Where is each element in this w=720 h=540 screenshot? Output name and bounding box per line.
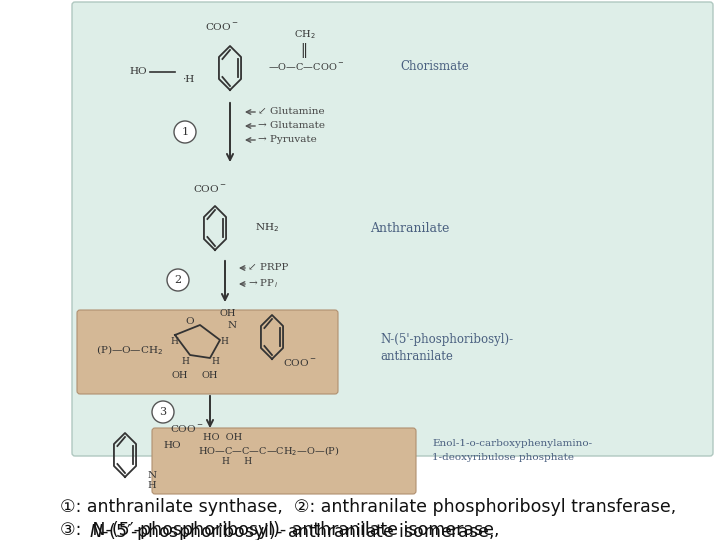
Text: Anthranilate: Anthranilate <box>370 221 449 234</box>
Text: OH: OH <box>172 370 188 380</box>
Text: HO  OH: HO OH <box>203 434 242 442</box>
Text: ③:  N-(5′-phosphoribosyl)- anthranilate isomerase,: ③: N-(5′-phosphoribosyl)- anthranilate i… <box>60 521 500 539</box>
Text: anthranilate: anthranilate <box>380 349 453 362</box>
Text: N-(5'-phosphoribosyl)-: N-(5'-phosphoribosyl)- <box>380 334 513 347</box>
Text: N: N <box>148 470 156 480</box>
Text: ①: anthranilate synthase,  ②: anthranilate phosphoribosyl transferase,: ①: anthranilate synthase, ②: anthranilat… <box>60 498 676 516</box>
Text: HO—C—C—C—CH$_2$—O—(P): HO—C—C—C—CH$_2$—O—(P) <box>198 444 340 458</box>
Text: N: N <box>228 321 237 329</box>
Circle shape <box>152 401 174 423</box>
Circle shape <box>174 121 196 143</box>
Text: —O—C—COO$^-$: —O—C—COO$^-$ <box>268 60 345 71</box>
Text: ·H: ·H <box>182 76 194 84</box>
Text: ‖: ‖ <box>300 44 307 58</box>
Text: H: H <box>211 357 219 367</box>
Text: Enol-1-o-carboxyphenylamino-: Enol-1-o-carboxyphenylamino- <box>432 440 592 449</box>
Text: $\it{N}$-(5′-phosphoribosyl)- anthranilate isomerase,: $\it{N}$-(5′-phosphoribosyl)- anthranila… <box>89 521 494 540</box>
Text: ↙ PRPP: ↙ PRPP <box>248 264 289 273</box>
Text: CH$_2$: CH$_2$ <box>294 29 316 42</box>
Text: → PP$_i$: → PP$_i$ <box>248 278 278 291</box>
Circle shape <box>167 269 189 291</box>
Text: O: O <box>186 318 194 327</box>
Text: 2: 2 <box>174 275 181 285</box>
Text: Chorismate: Chorismate <box>400 59 469 72</box>
FancyBboxPatch shape <box>72 2 713 456</box>
Text: H: H <box>220 338 228 347</box>
Text: HO: HO <box>130 68 147 77</box>
Text: COO$^-$: COO$^-$ <box>283 356 317 368</box>
Text: 3: 3 <box>159 407 166 417</box>
Text: H: H <box>148 482 156 490</box>
Text: NH$_2$: NH$_2$ <box>255 221 279 234</box>
Text: COO$^-$: COO$^-$ <box>170 422 204 434</box>
Text: H: H <box>181 357 189 367</box>
Text: (P)—O—CH$_2$: (P)—O—CH$_2$ <box>96 343 163 357</box>
Text: H: H <box>170 338 178 347</box>
Text: ↙ Glutamine: ↙ Glutamine <box>258 107 325 117</box>
Text: COO$^-$: COO$^-$ <box>205 22 239 32</box>
Text: 1: 1 <box>181 127 189 137</box>
Text: → Glutamate: → Glutamate <box>258 122 325 131</box>
Text: COO$^-$: COO$^-$ <box>193 183 227 193</box>
Text: OH: OH <box>202 370 218 380</box>
Text: H     H: H H <box>222 457 252 467</box>
Text: OH: OH <box>220 308 236 318</box>
FancyBboxPatch shape <box>77 310 338 394</box>
Text: 1-deoxyribulose phosphate: 1-deoxyribulose phosphate <box>432 454 574 462</box>
Text: → Pyruvate: → Pyruvate <box>258 136 317 145</box>
FancyBboxPatch shape <box>152 428 416 494</box>
Text: HO: HO <box>163 441 181 449</box>
